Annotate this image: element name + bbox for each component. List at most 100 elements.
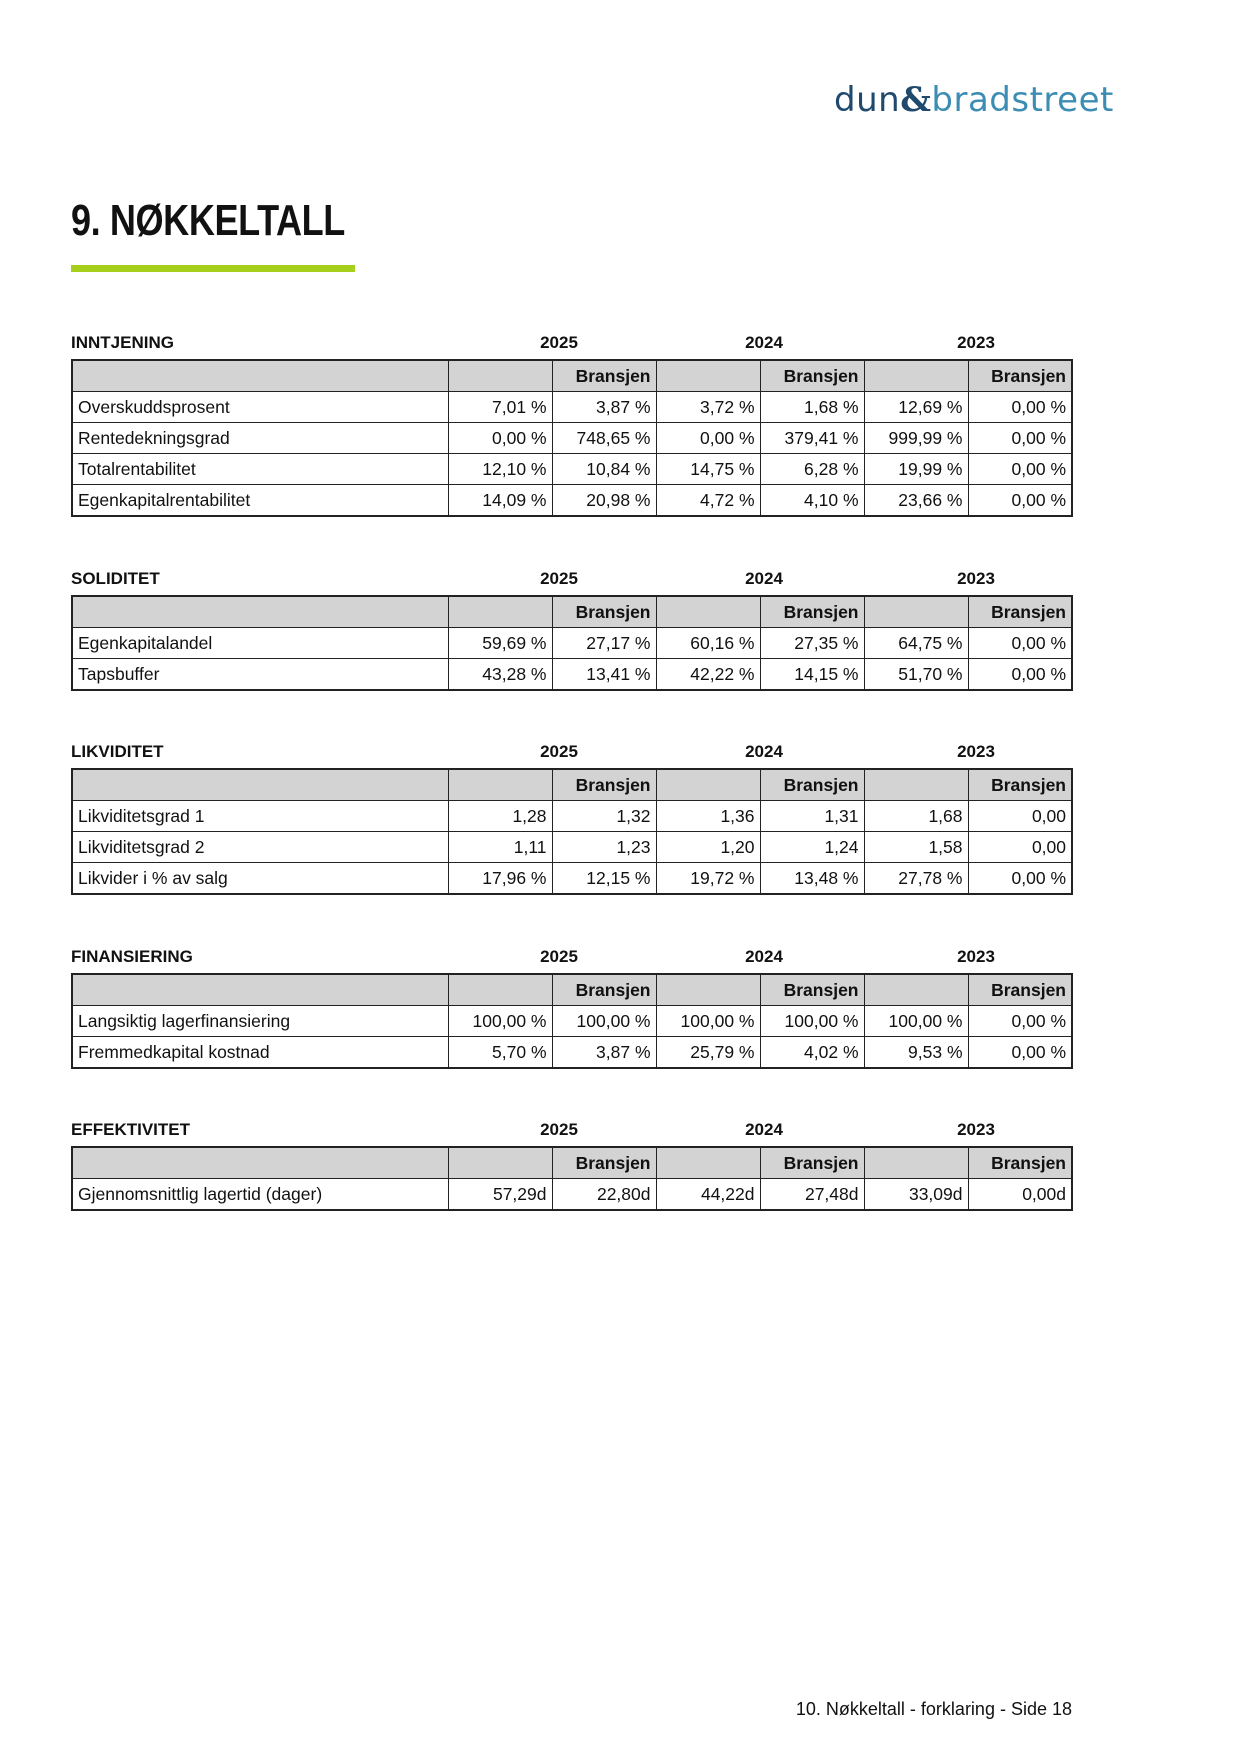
value-cell: 43,28 % [447, 658, 553, 691]
table-row: Likviditetsgrad 2 1,11 1,23 1,20 1,24 1,58 0,0… [71, 831, 1073, 863]
value-cell: 51,70 % [863, 658, 969, 691]
table-header-row: Bransjen Bransjen Bransjen [71, 595, 1073, 628]
bransjen-header: Bransjen [551, 595, 657, 628]
value-cell: 0,00 % [967, 862, 1073, 895]
year-header: 2024 [745, 947, 783, 966]
table-row: Egenkapitalandel 59,69 % 27,17 % 60,16 % 27,… [71, 627, 1073, 659]
row-label: Gjennomsnittlig lagertid (dager) [71, 1178, 449, 1211]
table-header-row: Bransjen Bransjen Bransjen [71, 973, 1073, 1006]
value-cell: 0,00 [967, 800, 1073, 832]
value-cell: 44,22d [655, 1178, 761, 1211]
value-cell: 4,10 % [759, 484, 865, 517]
header-cell [447, 359, 553, 392]
ratio-table: Bransjen Bransjen Bransjen Langsiktig lager… [71, 973, 1073, 1069]
logo-part-bradstreet: bradstreet [931, 80, 1114, 120]
value-cell: 6,28 % [759, 453, 865, 485]
value-cell: 0,00 % [447, 422, 553, 454]
value-cell: 0,00 % [967, 422, 1073, 454]
value-cell: 17,96 % [447, 862, 553, 895]
table-row: Gjennomsnittlig lagertid (dager) 57,29d 22… [71, 1178, 1073, 1211]
year-header: 2024 [745, 1120, 783, 1139]
table-row: Likvider i % av salg 17,96 % 12,15 % 19,72 … [71, 862, 1073, 895]
value-cell: 60,16 % [655, 627, 761, 659]
header-cell [863, 359, 969, 392]
value-cell: 100,00 % [655, 1005, 761, 1037]
value-cell: 57,29d [447, 1178, 553, 1211]
row-label: Tapsbuffer [71, 658, 449, 691]
value-cell: 1,58 [863, 831, 969, 863]
header-cell [71, 768, 449, 801]
table-row: Langsiktig lagerfinansiering 100,00 % 100,… [71, 1005, 1073, 1037]
value-cell: 14,75 % [655, 453, 761, 485]
section-header: SOLIDITET 2025 2024 2023 [71, 563, 1072, 595]
bransjen-header: Bransjen [759, 595, 865, 628]
year-header: 2024 [745, 333, 783, 352]
table-row: Rentedekningsgrad 0,00 % 748,65 % 0,00 % 379… [71, 422, 1073, 454]
header-cell [655, 973, 761, 1006]
value-cell: 9,53 % [863, 1036, 969, 1069]
section-title: SOLIDITET [71, 569, 160, 588]
row-label: Egenkapitalrentabilitet [71, 484, 449, 517]
value-cell: 1,32 [551, 800, 657, 832]
year-header: 2025 [540, 947, 578, 966]
header-cell [447, 973, 553, 1006]
year-header: 2025 [540, 742, 578, 761]
bransjen-header: Bransjen [759, 768, 865, 801]
value-cell: 10,84 % [551, 453, 657, 485]
page-footer: 10. Nøkkeltall - forklaring - Side 18 [795, 1699, 1072, 1719]
ratio-table: Bransjen Bransjen Bransjen Likviditetsgrad … [71, 768, 1073, 895]
value-cell: 0,00 % [967, 484, 1073, 517]
table-header-row: Bransjen Bransjen Bransjen [71, 1146, 1073, 1179]
section-header: FINANSIERING 2025 2024 2023 [71, 941, 1072, 973]
section-title: LIKVIDITET [71, 742, 164, 761]
value-cell: 14,09 % [447, 484, 553, 517]
bransjen-header: Bransjen [967, 595, 1073, 628]
value-cell: 4,72 % [655, 484, 761, 517]
table-header-row: Bransjen Bransjen Bransjen [71, 359, 1073, 392]
bransjen-header: Bransjen [967, 359, 1073, 392]
row-label: Likviditetsgrad 2 [71, 831, 449, 863]
value-cell: 12,15 % [551, 862, 657, 895]
section-soliditet: SOLIDITET 2025 2024 2023 Bransjen Bransjen Bra… [71, 563, 1073, 691]
section-header: EFFEKTIVITET 2025 2024 2023 [71, 1114, 1072, 1146]
logo-ampersand: & [900, 80, 932, 120]
value-cell: 64,75 % [863, 627, 969, 659]
section-effektivitet: EFFEKTIVITET 2025 2024 2023 Bransjen Bransjen… [71, 1114, 1073, 1211]
dun-bradstreet-logo: dun&bradstreet [834, 80, 1114, 120]
bransjen-header: Bransjen [759, 359, 865, 392]
value-cell: 13,48 % [759, 862, 865, 895]
section-inntjening: INNTJENING 2025 2024 2023 Bransjen Bransjen Br… [71, 327, 1073, 517]
value-cell: 0,00 [967, 831, 1073, 863]
year-header: 2023 [957, 947, 995, 966]
header-cell [447, 1146, 553, 1179]
value-cell: 1,11 [447, 831, 553, 863]
value-cell: 379,41 % [759, 422, 865, 454]
section-title: EFFEKTIVITET [71, 1120, 190, 1139]
row-label: Likviditetsgrad 1 [71, 800, 449, 832]
value-cell: 27,35 % [759, 627, 865, 659]
value-cell: 33,09d [863, 1178, 969, 1211]
year-header: 2024 [745, 742, 783, 761]
table-header-row: Bransjen Bransjen Bransjen [71, 768, 1073, 801]
bransjen-header: Bransjen [551, 768, 657, 801]
value-cell: 14,15 % [759, 658, 865, 691]
section-header: INNTJENING 2025 2024 2023 [71, 327, 1072, 359]
value-cell: 100,00 % [759, 1005, 865, 1037]
bransjen-header: Bransjen [759, 973, 865, 1006]
header-cell [71, 1146, 449, 1179]
value-cell: 3,87 % [551, 1036, 657, 1069]
value-cell: 19,99 % [863, 453, 969, 485]
row-label: Overskuddsprosent [71, 391, 449, 423]
value-cell: 4,02 % [759, 1036, 865, 1069]
row-label: Rentedekningsgrad [71, 422, 449, 454]
row-label: Fremmedkapital kostnad [71, 1036, 449, 1069]
value-cell: 100,00 % [551, 1005, 657, 1037]
header-cell [71, 595, 449, 628]
header-cell [655, 595, 761, 628]
value-cell: 0,00 % [967, 1005, 1073, 1037]
row-label: Egenkapitalandel [71, 627, 449, 659]
value-cell: 0,00 % [655, 422, 761, 454]
table-row: Likviditetsgrad 1 1,28 1,32 1,36 1,31 1,68 0,0… [71, 800, 1073, 832]
header-cell [863, 1146, 969, 1179]
section-header: LIKVIDITET 2025 2024 2023 [71, 736, 1072, 768]
